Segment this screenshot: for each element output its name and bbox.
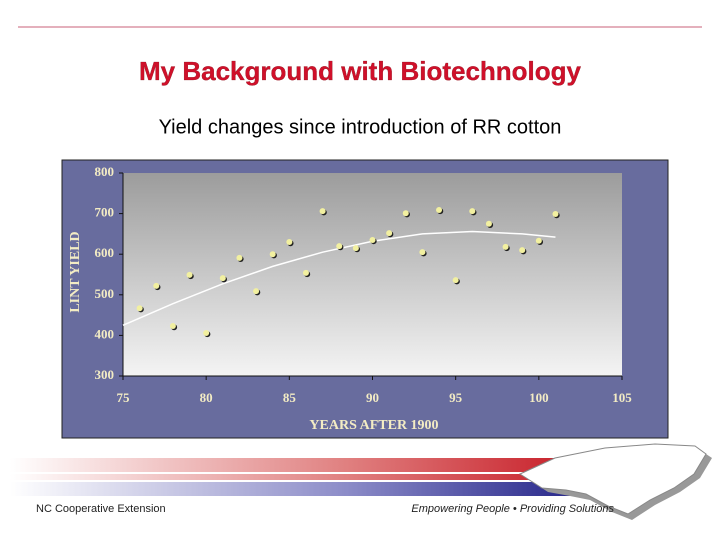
footer-stripe [10, 458, 570, 472]
point [452, 277, 459, 284]
x-tick-label: 85 [283, 390, 297, 405]
nc-map [518, 443, 707, 515]
point [236, 254, 243, 261]
x-tick-label: 105 [612, 390, 632, 405]
point [535, 237, 542, 244]
point [219, 275, 226, 282]
footer-stripe [10, 482, 570, 496]
y-tick-label: 500 [95, 286, 115, 301]
trend-line [122, 230, 556, 326]
point [369, 236, 376, 243]
y-axis-label: LINT YIELD [68, 231, 83, 312]
point [253, 288, 260, 295]
footer-right: Empowering People • Providing Solutions [411, 503, 614, 515]
point [336, 243, 343, 250]
x-tick-label: 95 [449, 390, 463, 405]
point [469, 208, 476, 215]
point [386, 230, 393, 237]
point [419, 249, 426, 256]
y-tick-label: 400 [95, 326, 115, 341]
point [402, 210, 409, 217]
point [286, 239, 293, 246]
point [552, 211, 559, 218]
y-tick-label: 700 [95, 205, 115, 220]
x-tick-label: 90 [366, 390, 379, 405]
point [136, 305, 143, 312]
y-tick-label: 800 [95, 164, 115, 179]
point [269, 251, 276, 258]
point [352, 245, 359, 252]
point [485, 220, 492, 227]
x-tick-label: 80 [200, 390, 213, 405]
footer-left: NC Cooperative Extension [36, 503, 166, 515]
plot-area [123, 173, 622, 376]
slide-title: My Background with Biotechnology [139, 56, 582, 86]
point [319, 208, 326, 215]
footer-stripe [10, 474, 570, 480]
point [169, 323, 176, 330]
point [203, 329, 210, 336]
x-axis-label: YEARS AFTER 1900 [309, 418, 438, 433]
subtitle: Yield changes since introduction of RR c… [159, 116, 562, 138]
x-tick-label: 100 [529, 390, 549, 405]
point [436, 206, 443, 213]
y-tick-label: 300 [95, 367, 115, 382]
point [502, 243, 509, 250]
x-tick-label: 75 [117, 390, 131, 405]
point [302, 269, 309, 276]
point [186, 271, 193, 278]
y-tick-label: 600 [95, 245, 115, 260]
point [519, 247, 526, 254]
point [153, 282, 160, 289]
